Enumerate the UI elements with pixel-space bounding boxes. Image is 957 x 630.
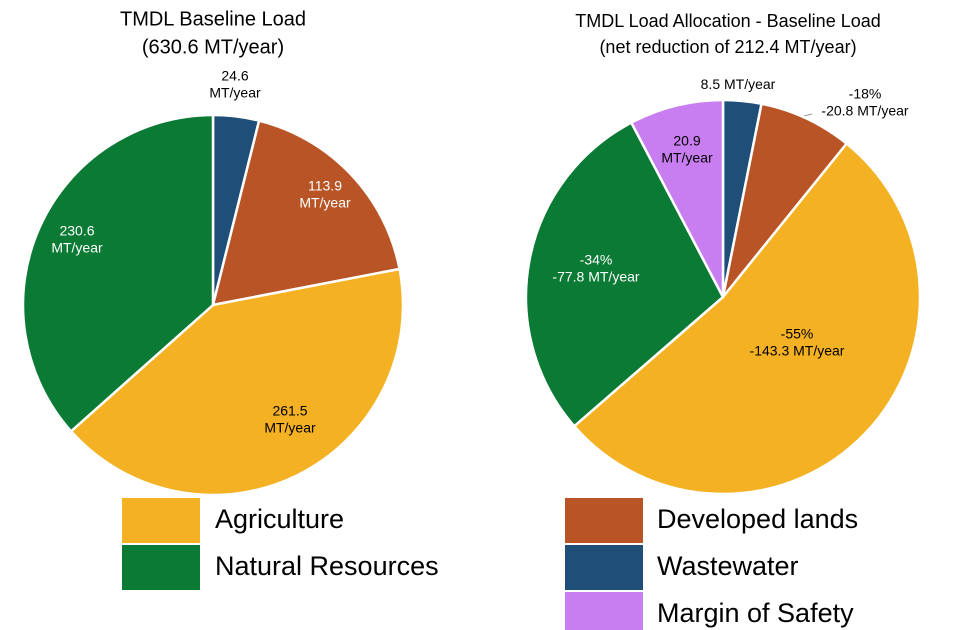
pie-slice: [21, 113, 215, 434]
data-label-line: -18%: [849, 85, 882, 101]
legend-label: Natural Resources: [215, 551, 439, 581]
chart-subtitle: (net reduction of 212.4 MT/year): [599, 37, 856, 57]
data-label-line: -55%: [781, 325, 814, 341]
pie-slice: [572, 141, 922, 496]
pie-slice: [69, 267, 405, 497]
data-label: -18% -20.8 MT/year: [821, 85, 908, 118]
chart-title: TMDL Load Allocation - Baseline Load: [575, 11, 881, 31]
data-label: -55% -143.3 MT/year: [750, 325, 845, 358]
data-label: 230.6 MT/year: [51, 222, 103, 255]
data-label-line: 24.6: [221, 67, 248, 83]
data-label-line: -77.8 MT/year: [552, 268, 639, 284]
data-label: 261.5 MT/year: [264, 402, 316, 435]
legend-swatch: [565, 545, 643, 590]
data-label-line: MT/year: [264, 419, 316, 435]
data-label-line: 261.5: [272, 402, 307, 418]
data-label: 20.9 MT/year: [661, 132, 713, 165]
pie-slice: [524, 120, 725, 428]
data-label-line: MT/year: [209, 84, 261, 100]
legend-label: Developed lands: [657, 504, 858, 534]
legend-swatch: [122, 498, 200, 543]
pie-slice: [629, 98, 725, 298]
legend-label: Margin of Safety: [657, 598, 854, 628]
data-label: -34% -77.8 MT/year: [552, 251, 639, 284]
data-label-line: -20.8 MT/year: [821, 102, 908, 118]
legend-label: Wastewater: [657, 551, 799, 581]
legend-label: Agriculture: [215, 504, 344, 534]
chart-subtitle: (630.6 MT/year): [142, 36, 284, 58]
data-label-line: MT/year: [51, 239, 103, 255]
data-label-line: 20.9: [673, 132, 700, 148]
data-label: 24.6 MT/year: [209, 67, 261, 100]
legend-swatch: [565, 592, 643, 630]
legend-swatch: [122, 545, 200, 590]
data-label-line: 113.9: [308, 177, 342, 193]
pie-slice: [211, 119, 402, 307]
data-label: 113.9 MT/year: [299, 177, 351, 210]
pie-slice: [721, 102, 849, 298]
leader-line: [803, 113, 813, 117]
data-label-line: 230.6: [59, 222, 94, 238]
data-label-line: -143.3 MT/year: [750, 342, 845, 358]
chart-title: TMDL Baseline Load: [120, 8, 306, 30]
data-label-line: MT/year: [299, 194, 351, 210]
legend-swatch: [565, 498, 643, 543]
data-label-line: 8.5 MT/year: [701, 76, 776, 92]
data-label-line: -34%: [580, 251, 613, 267]
data-label: 8.5 MT/year: [701, 76, 776, 92]
data-label-line: MT/year: [661, 149, 713, 165]
